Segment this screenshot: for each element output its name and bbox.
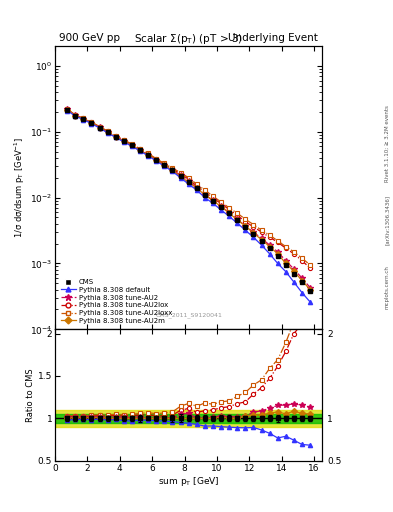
Legend: CMS, Pythia 8.308 default, Pythia 8.308 tune-AU2, Pythia 8.308 tune-AU2lox, Pyth: CMS, Pythia 8.308 default, Pythia 8.308 … xyxy=(59,277,174,326)
Text: [arXiv:1306.3436]: [arXiv:1306.3436] xyxy=(385,195,389,245)
Y-axis label: Ratio to CMS: Ratio to CMS xyxy=(26,368,35,422)
X-axis label: sum p$_\mathrm{T}$ [GeV]: sum p$_\mathrm{T}$ [GeV] xyxy=(158,475,219,488)
Text: mcplots.cern.ch: mcplots.cern.ch xyxy=(385,265,389,309)
Text: Underlying Event: Underlying Event xyxy=(228,33,318,44)
Text: Rivet 3.1.10; ≥ 3.2M events: Rivet 3.1.10; ≥ 3.2M events xyxy=(385,105,389,182)
Y-axis label: 1/σ dσ/dsum p$_\mathrm{T}$ [GeV$^{-1}$]: 1/σ dσ/dsum p$_\mathrm{T}$ [GeV$^{-1}$] xyxy=(13,137,27,239)
Bar xyxy=(55,410,322,427)
Text: 900 GeV pp: 900 GeV pp xyxy=(59,33,120,44)
Title: Scalar Σ(p$_\mathrm{T}$) (pT > 3): Scalar Σ(p$_\mathrm{T}$) (pT > 3) xyxy=(134,32,243,46)
Bar xyxy=(55,414,322,422)
Text: CMS_2011_S9120041: CMS_2011_S9120041 xyxy=(155,312,222,318)
